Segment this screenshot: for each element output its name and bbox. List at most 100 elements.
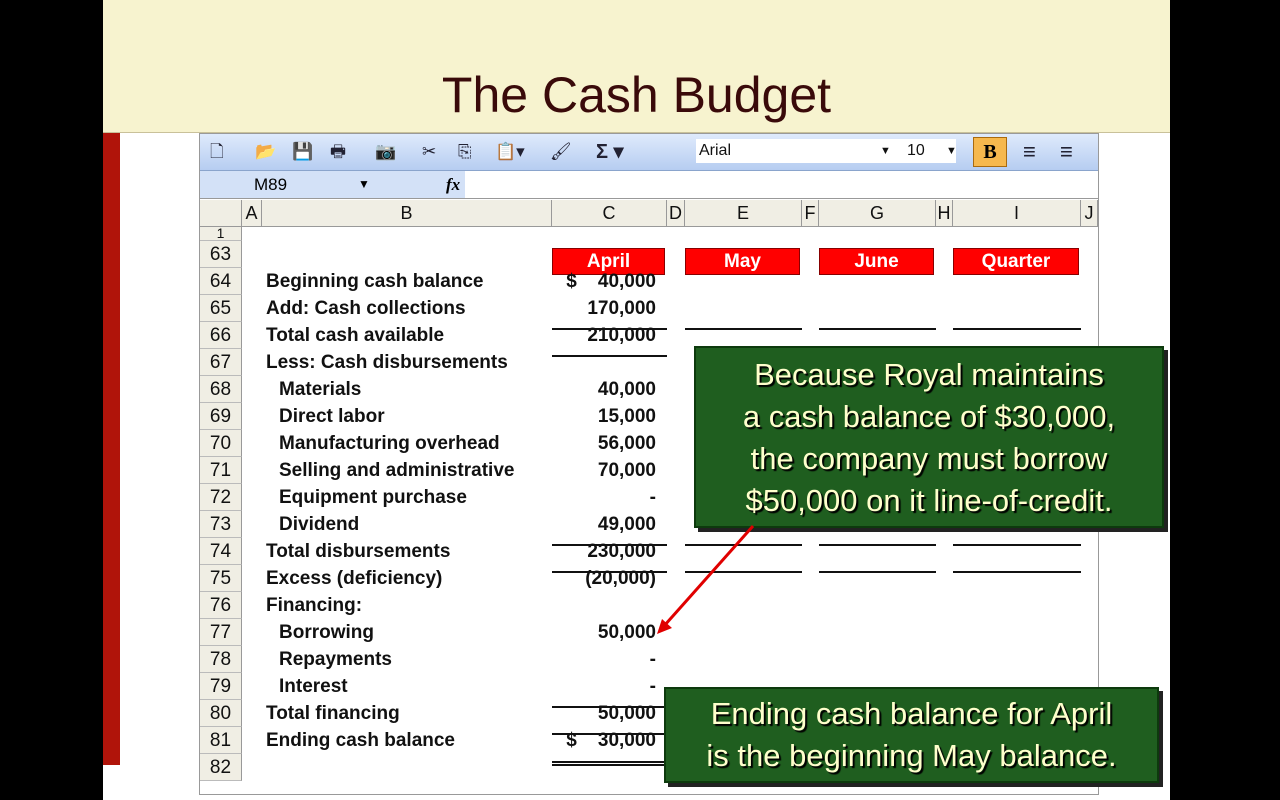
formula-bar: M89 ▼ fx xyxy=(200,171,1098,199)
column-header[interactable]: F xyxy=(802,200,819,227)
row-label: Equipment purchase xyxy=(279,487,467,508)
row-header[interactable]: 74 xyxy=(200,538,242,565)
border-line xyxy=(552,733,667,735)
row-header[interactable]: 72 xyxy=(200,484,242,511)
row-label: Dividend xyxy=(279,514,360,535)
row-header[interactable]: 73 xyxy=(200,511,242,538)
format-painter-icon[interactable]: 🖌 xyxy=(550,142,572,161)
font-select[interactable]: Arial ▼ xyxy=(696,139,956,163)
row-value: 40,000 xyxy=(597,379,656,400)
camera-icon[interactable]: 📷 xyxy=(375,142,397,161)
chevron-down-icon: ▼ xyxy=(880,145,891,157)
accent-bar xyxy=(103,133,120,765)
fx-icon[interactable]: fx xyxy=(446,175,461,194)
column-header[interactable]: D xyxy=(667,200,685,227)
row-header[interactable]: 75 xyxy=(200,565,242,592)
autosum-icon[interactable]: Σ ▾ xyxy=(596,141,624,163)
row-header[interactable]: 69 xyxy=(200,403,242,430)
print-icon[interactable]: 🖶 xyxy=(330,142,347,161)
row-header[interactable]: 65 xyxy=(200,295,242,322)
row-header[interactable]: 80 xyxy=(200,700,242,727)
row-header[interactable]: 63 xyxy=(200,241,242,268)
new-icon[interactable]: 🗋 xyxy=(210,142,224,161)
callout-line: the company must borrow xyxy=(750,441,1108,476)
row-label: Manufacturing overhead xyxy=(279,433,500,454)
arrow-head xyxy=(657,619,672,634)
row-value: 49,000 xyxy=(597,514,656,535)
row-value: 50,000 xyxy=(597,622,656,643)
month-header: Quarter xyxy=(953,248,1079,275)
callout-line: a cash balance of $30,000, xyxy=(742,399,1116,434)
row-header[interactable]: 77 xyxy=(200,619,242,646)
callout-line: Because Royal maintains xyxy=(754,357,1104,392)
row-label: Excess (deficiency) xyxy=(266,568,443,589)
border-line xyxy=(685,328,802,330)
name-box[interactable]: M89 ▼ fx xyxy=(200,171,465,198)
copy-icon[interactable]: ⎘ xyxy=(458,142,472,161)
cut-icon[interactable]: ✂ xyxy=(422,142,437,161)
row-header[interactable]: 64 xyxy=(200,268,242,295)
row-label: Borrowing xyxy=(279,622,374,643)
row-header[interactable]: 70 xyxy=(200,430,242,457)
row-header[interactable]: 79 xyxy=(200,673,242,700)
border-line xyxy=(953,571,1081,573)
open-icon[interactable]: 📂 xyxy=(255,142,277,161)
border-line xyxy=(819,328,936,330)
bold-button[interactable]: B xyxy=(973,137,1007,167)
toolbar: 🗋 📂 💾 🖶 📷 ✂ ⎘ 📋▾ 🖌 Σ ▾ Arial ▼ 10 ▼ B ≡ ≡ xyxy=(200,134,1098,171)
column-header[interactable]: C xyxy=(552,200,667,227)
ending-callout: Ending cash balance for April is the beg… xyxy=(664,687,1159,783)
column-header[interactable]: A xyxy=(242,200,262,227)
row-value: 230,000 xyxy=(587,541,656,562)
month-header: May xyxy=(685,248,800,275)
align-left-icon[interactable]: ≡ xyxy=(1023,139,1036,164)
row-header[interactable]: 71 xyxy=(200,457,242,484)
title-bar: The Cash Budget xyxy=(103,0,1170,133)
row-label: Financing: xyxy=(266,595,363,616)
row-label: Less: Cash disbursements xyxy=(266,352,508,373)
column-header[interactable]: H xyxy=(936,200,953,227)
chevron-down-icon[interactable]: ▼ xyxy=(358,177,370,191)
chevron-down-icon: ▼ xyxy=(946,145,957,157)
border-line xyxy=(953,328,1081,330)
row-value: - xyxy=(649,676,656,697)
row-label: Total cash available xyxy=(266,325,445,346)
row-header[interactable]: 76 xyxy=(200,592,242,619)
select-all-corner[interactable] xyxy=(200,200,242,227)
row-value: - xyxy=(649,649,656,670)
align-center-icon[interactable]: ≡ xyxy=(1060,139,1073,164)
row-label: Total disbursements xyxy=(266,541,451,562)
callout-line: Ending cash balance for April xyxy=(710,696,1113,731)
row-header[interactable]: 82 xyxy=(200,754,242,781)
row-value: 56,000 xyxy=(597,433,656,454)
arrow-line xyxy=(662,525,755,627)
row-header[interactable]: 78 xyxy=(200,646,242,673)
row-label: Materials xyxy=(279,379,362,400)
row-header[interactable]: 68 xyxy=(200,376,242,403)
border-line xyxy=(819,544,936,546)
row-label: Add: Cash collections xyxy=(266,298,466,319)
column-header[interactable]: J xyxy=(1081,200,1098,227)
column-header[interactable]: E xyxy=(685,200,802,227)
row-value: $ 40,000 xyxy=(566,271,656,292)
name-box-value: M89 xyxy=(254,175,288,194)
column-header[interactable]: B xyxy=(262,200,552,227)
border-line xyxy=(552,544,667,546)
border-line xyxy=(552,761,667,766)
row-header[interactable]: 1 xyxy=(200,226,242,241)
row-label: Selling and administrative xyxy=(279,460,515,481)
font-size-value: 10 xyxy=(907,142,925,159)
row-header[interactable]: 67 xyxy=(200,349,242,376)
paste-icon[interactable]: 📋▾ xyxy=(495,142,525,161)
font-size-select[interactable]: 10 ▼ xyxy=(902,139,958,163)
column-header[interactable]: I xyxy=(953,200,1081,227)
column-header[interactable]: G xyxy=(819,200,936,227)
callout-line: $50,000 on it line-of-credit. xyxy=(745,483,1113,518)
border-line xyxy=(552,328,667,330)
row-header[interactable]: 81 xyxy=(200,727,242,754)
row-label: Interest xyxy=(279,676,348,697)
row-header[interactable]: 66 xyxy=(200,322,242,349)
border-line xyxy=(552,706,667,708)
row-value: 50,000 xyxy=(597,703,656,724)
save-icon[interactable]: 💾 xyxy=(292,142,314,161)
